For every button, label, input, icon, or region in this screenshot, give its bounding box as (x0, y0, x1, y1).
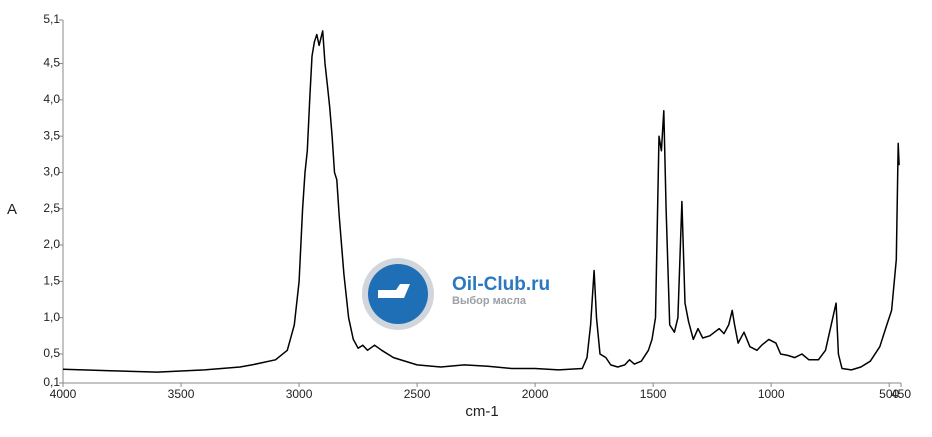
y-tick-label: 0,1 (43, 375, 60, 389)
y-tick-label: 3,0 (43, 165, 60, 179)
watermark-title: Oil-Club.ru (452, 274, 550, 295)
spectrum-line (62, 30, 900, 373)
x-tick-label: 3000 (286, 387, 313, 401)
logo-can (378, 284, 410, 298)
y-tick-label: 1,5 (43, 274, 60, 288)
y-tick-label: 2,0 (43, 237, 60, 251)
x-tick-label: 450 (891, 387, 911, 401)
logo (362, 258, 434, 330)
y-tick-label: 0,5 (43, 346, 60, 360)
x-tick-label: 500 (879, 387, 899, 401)
x-tick-label: 2000 (522, 387, 549, 401)
x-tick-label: 2500 (404, 387, 431, 401)
x-axis-label: cm-1 (465, 403, 498, 420)
watermark-subtitle: Выбор масла (452, 295, 527, 307)
y-tick-label: 4,0 (43, 92, 60, 106)
y-tick-label: 2,5 (43, 201, 60, 215)
x-tick-label: 1000 (758, 387, 785, 401)
x-tick-label: 4000 (50, 387, 77, 401)
x-tick-label: 1500 (640, 387, 667, 401)
y-tick-label: 3,5 (43, 128, 60, 142)
y-tick-label: 1,0 (43, 310, 60, 324)
y-tick-label: 4,5 (43, 56, 60, 70)
x-tick-label: 3500 (168, 387, 195, 401)
y-tick-label: 5,1 (43, 12, 60, 26)
y-axis-label: A (7, 201, 17, 218)
